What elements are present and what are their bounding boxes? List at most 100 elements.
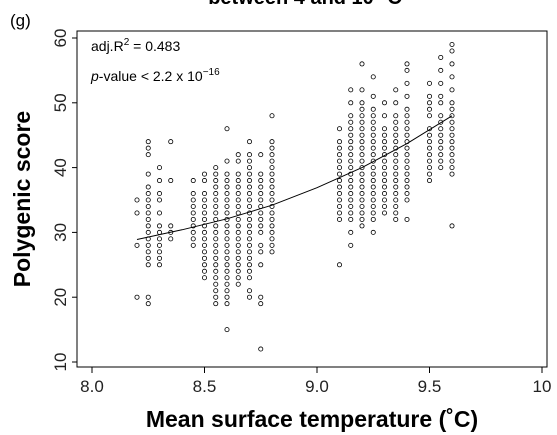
data-point: [426, 106, 432, 112]
data-point: [449, 48, 455, 54]
data-point: [449, 106, 455, 112]
data-point: [348, 113, 354, 119]
data-point: [370, 229, 376, 235]
data-point: [145, 262, 151, 268]
data-point: [449, 100, 455, 106]
data-point: [246, 158, 252, 164]
data-point: [190, 216, 196, 222]
adj-r2-value: = 0.483: [129, 38, 180, 54]
data-point: [145, 210, 151, 216]
data-point: [438, 165, 444, 171]
plot-frame: [76, 30, 548, 368]
data-point: [201, 242, 207, 248]
data-point: [404, 93, 410, 99]
p-value-italic: p: [90, 68, 99, 84]
data-point: [235, 281, 241, 287]
data-point: [224, 327, 230, 333]
data-point: [156, 178, 162, 184]
data-point: [201, 210, 207, 216]
data-point: [258, 152, 264, 158]
data-point: [201, 191, 207, 197]
data-point: [134, 197, 140, 203]
data-point: [246, 223, 252, 229]
data-point: [145, 294, 151, 300]
data-point: [449, 41, 455, 47]
data-point: [336, 203, 342, 209]
x-axis: 8.0 8.5 9.0 9.5 10: [80, 367, 551, 396]
data-point: [213, 229, 219, 235]
data-point: [370, 119, 376, 125]
data-point: [404, 197, 410, 203]
data-point: [235, 275, 241, 281]
data-point: [359, 165, 365, 171]
data-point: [246, 294, 252, 300]
data-point: [246, 178, 252, 184]
data-point: [381, 132, 387, 138]
data-point: [213, 262, 219, 268]
chart-title: between 4 and 10 °C: [208, 0, 402, 9]
data-point: [190, 203, 196, 209]
data-point: [224, 275, 230, 281]
data-point: [258, 229, 264, 235]
data-point: [224, 268, 230, 274]
data-point: [201, 255, 207, 261]
data-point: [246, 255, 252, 261]
data-point: [246, 171, 252, 177]
data-point: [246, 165, 252, 171]
data-point: [190, 210, 196, 216]
data-point: [269, 197, 275, 203]
data-point: [393, 171, 399, 177]
p-value-text: -value < 2.2 x 10: [99, 68, 203, 84]
data-point: [235, 216, 241, 222]
data-point: [336, 210, 342, 216]
data-point: [201, 262, 207, 268]
data-point: [235, 268, 241, 274]
data-point: [213, 178, 219, 184]
data-point: [269, 223, 275, 229]
data-point: [258, 301, 264, 307]
data-point: [336, 139, 342, 145]
data-point: [235, 242, 241, 248]
data-point: [269, 242, 275, 248]
data-point: [269, 236, 275, 242]
data-point: [359, 191, 365, 197]
x-tick-label: 8.5: [193, 377, 217, 396]
data-point: [336, 171, 342, 177]
data-point: [213, 236, 219, 242]
data-point: [224, 242, 230, 248]
data-point: [213, 275, 219, 281]
data-point: [336, 216, 342, 222]
data-point: [224, 171, 230, 177]
data-point: [404, 61, 410, 67]
data-point: [359, 145, 365, 151]
data-point: [438, 158, 444, 164]
data-point: [348, 184, 354, 190]
data-point: [269, 171, 275, 177]
y-axis-title: Polygenic score: [9, 111, 35, 287]
data-point: [224, 223, 230, 229]
data-point: [438, 139, 444, 145]
data-point: [336, 191, 342, 197]
data-point: [438, 113, 444, 119]
data-point: [145, 242, 151, 248]
y-tick-label: 60: [51, 29, 70, 48]
data-point: [235, 178, 241, 184]
data-point: [348, 126, 354, 132]
data-point: [224, 197, 230, 203]
data-point: [381, 178, 387, 184]
data-point: [145, 171, 151, 177]
data-point: [134, 294, 140, 300]
data-point: [449, 145, 455, 151]
data-point: [168, 139, 174, 145]
data-point: [348, 210, 354, 216]
data-point: [224, 236, 230, 242]
data-point: [258, 197, 264, 203]
data-point: [438, 119, 444, 125]
data-point: [393, 191, 399, 197]
data-point: [370, 158, 376, 164]
y-tick-label: 20: [51, 288, 70, 307]
data-point: [370, 152, 376, 158]
p-value-annotation: p-value < 2.2 x 10−16: [90, 67, 220, 84]
data-point: [190, 197, 196, 203]
data-point: [370, 93, 376, 99]
